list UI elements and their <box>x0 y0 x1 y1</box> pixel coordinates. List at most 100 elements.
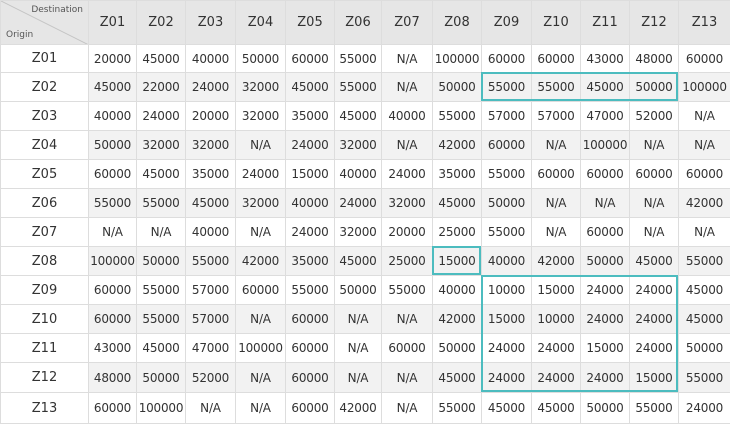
column-header-z09: Z09 <box>482 1 532 45</box>
cell-z11-z04: 100000 <box>236 334 286 363</box>
cell-z09-z13: 45000 <box>679 276 730 305</box>
cell-z11-z07: 60000 <box>382 334 433 363</box>
cell-z05-z04: 24000 <box>236 160 286 189</box>
row-header-z13: Z13 <box>1 393 89 424</box>
cell-z11-z09: 24000 <box>482 334 532 363</box>
row-header-z02: Z02 <box>1 73 89 102</box>
cell-z05-z09: 55000 <box>482 160 532 189</box>
cell-z08-z13: 55000 <box>679 247 730 276</box>
cell-z12-z03: 52000 <box>186 363 236 393</box>
cell-z13-z12: 55000 <box>630 393 679 424</box>
cell-z03-z06: 45000 <box>335 102 382 131</box>
cell-z01-z12: 48000 <box>630 45 679 73</box>
cell-z13-z09: 45000 <box>482 393 532 424</box>
cell-z08-z12: 45000 <box>630 247 679 276</box>
cell-z13-z04: N/A <box>236 393 286 424</box>
cell-z08-z02: 50000 <box>137 247 186 276</box>
cell-z10-z07: N/A <box>382 305 433 334</box>
cell-z08-z07: 25000 <box>382 247 433 276</box>
cell-z04-z12: N/A <box>630 131 679 160</box>
cell-z12-z11: 24000 <box>581 363 630 393</box>
cell-z12-z01: 48000 <box>89 363 137 393</box>
cell-z10-z02: 55000 <box>137 305 186 334</box>
cell-z09-z12: 24000 <box>630 276 679 305</box>
row-header-z09: Z09 <box>1 276 89 305</box>
cell-z05-z03: 35000 <box>186 160 236 189</box>
cell-z09-z11: 24000 <box>581 276 630 305</box>
cell-z09-z09: 10000 <box>482 276 532 305</box>
cell-z13-z03: N/A <box>186 393 236 424</box>
cell-z07-z09: 55000 <box>482 218 532 247</box>
row-header-z07: Z07 <box>1 218 89 247</box>
cell-z04-z02: 32000 <box>137 131 186 160</box>
cell-z06-z02: 55000 <box>137 189 186 218</box>
cell-z06-z05: 40000 <box>286 189 335 218</box>
cell-z11-z08: 50000 <box>433 334 482 363</box>
cell-z01-z04: 50000 <box>236 45 286 73</box>
column-header-z10: Z10 <box>532 1 581 45</box>
cell-z01-z11: 43000 <box>581 45 630 73</box>
column-header-z07: Z07 <box>382 1 433 45</box>
cell-z11-z03: 47000 <box>186 334 236 363</box>
cell-z01-z01: 20000 <box>89 45 137 73</box>
cell-z08-z08: 15000 <box>433 247 482 276</box>
cell-z05-z05: 15000 <box>286 160 335 189</box>
column-header-z12: Z12 <box>630 1 679 45</box>
cell-z06-z13: 42000 <box>679 189 730 218</box>
cell-z09-z05: 55000 <box>286 276 335 305</box>
cell-z01-z05: 60000 <box>286 45 335 73</box>
cell-z13-z10: 45000 <box>532 393 581 424</box>
cell-z03-z02: 24000 <box>137 102 186 131</box>
row-header-z11: Z11 <box>1 334 89 363</box>
cell-z02-z10: 55000 <box>532 73 581 102</box>
cell-z04-z04: N/A <box>236 131 286 160</box>
cell-z11-z06: N/A <box>335 334 382 363</box>
cell-z10-z06: N/A <box>335 305 382 334</box>
cell-z03-z03: 20000 <box>186 102 236 131</box>
cell-z03-z07: 40000 <box>382 102 433 131</box>
cell-z05-z10: 60000 <box>532 160 581 189</box>
row-header-z03: Z03 <box>1 102 89 131</box>
column-header-z06: Z06 <box>335 1 382 45</box>
column-header-z04: Z04 <box>236 1 286 45</box>
cell-z13-z01: 60000 <box>89 393 137 424</box>
cell-z04-z05: 24000 <box>286 131 335 160</box>
cell-z03-z11: 47000 <box>581 102 630 131</box>
cell-z11-z10: 24000 <box>532 334 581 363</box>
cell-z08-z03: 55000 <box>186 247 236 276</box>
cell-z13-z05: 60000 <box>286 393 335 424</box>
cell-z05-z01: 60000 <box>89 160 137 189</box>
cell-z05-z07: 24000 <box>382 160 433 189</box>
cell-z04-z03: 32000 <box>186 131 236 160</box>
cell-z07-z13: N/A <box>679 218 730 247</box>
cell-z05-z06: 40000 <box>335 160 382 189</box>
cell-z10-z08: 42000 <box>433 305 482 334</box>
cell-z13-z07: N/A <box>382 393 433 424</box>
cell-z07-z12: N/A <box>630 218 679 247</box>
origin-label: Origin <box>6 30 33 40</box>
cell-z04-z13: N/A <box>679 131 730 160</box>
cell-z07-z06: 32000 <box>335 218 382 247</box>
cell-z01-z13: 60000 <box>679 45 730 73</box>
cell-z13-z11: 50000 <box>581 393 630 424</box>
cell-z01-z10: 60000 <box>532 45 581 73</box>
cell-z05-z08: 35000 <box>433 160 482 189</box>
cell-z04-z06: 32000 <box>335 131 382 160</box>
cell-z11-z13: 50000 <box>679 334 730 363</box>
cell-z02-z06: 55000 <box>335 73 382 102</box>
cell-z07-z03: 40000 <box>186 218 236 247</box>
cell-z03-z08: 55000 <box>433 102 482 131</box>
cell-z10-z05: 60000 <box>286 305 335 334</box>
cell-z02-z07: N/A <box>382 73 433 102</box>
row-header-z08: Z08 <box>1 247 89 276</box>
cell-z02-z03: 24000 <box>186 73 236 102</box>
cell-z07-z04: N/A <box>236 218 286 247</box>
